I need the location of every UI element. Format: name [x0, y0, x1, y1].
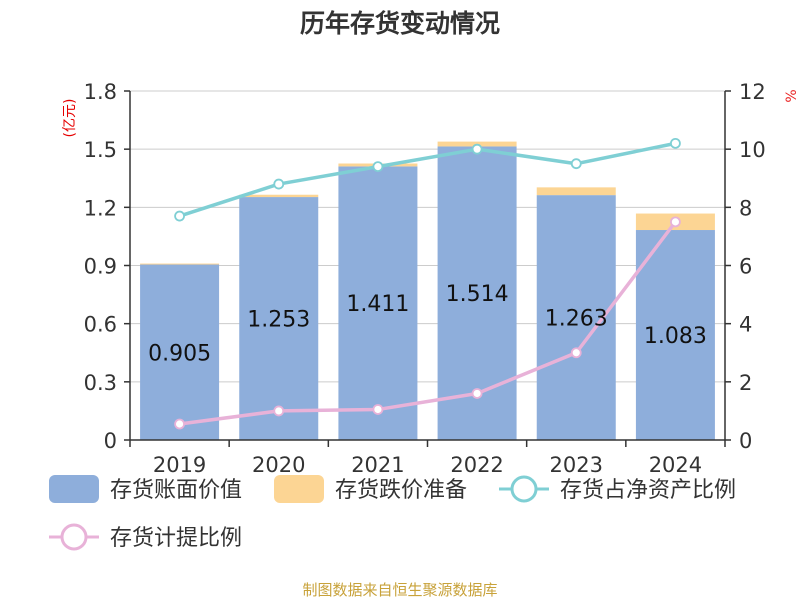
legend-label-provision-ratio: 存货计提比例: [110, 526, 242, 551]
point-net-asset-ratio[interactable]: [372, 161, 384, 173]
point-provision-ratio[interactable]: [570, 347, 582, 359]
right-axis-tick-label: 0: [739, 429, 752, 453]
right-axis-tick-label: 10: [739, 138, 766, 162]
x-axis-tick-label: 2019: [153, 453, 206, 477]
x-axis-tick-label: 2022: [450, 453, 503, 477]
left-axis-tick-label: 0: [104, 429, 117, 453]
point-net-asset-ratio[interactable]: [174, 210, 185, 222]
right-axis-tick-label: 12: [739, 80, 766, 104]
bar-book-value[interactable]: [140, 264, 220, 440]
point-net-asset-ratio[interactable]: [670, 137, 681, 149]
left-axis-tick-label: 1.5: [84, 138, 117, 162]
point-net-asset-ratio[interactable]: [273, 178, 285, 190]
grid-lines: [130, 90, 725, 383]
legend-label-impairment: 存货跌价准备: [335, 478, 467, 503]
legend-item-book-value[interactable]: 存货账面价值: [49, 475, 242, 503]
point-provision-ratio[interactable]: [670, 216, 681, 228]
bar-book-value[interactable]: [635, 230, 715, 440]
left-axis-tick-label: 0.9: [84, 255, 117, 279]
bar-impairment[interactable]: [140, 263, 220, 265]
x-axis-tick-label: 2023: [550, 453, 603, 477]
right-axis-unit: %: [784, 89, 800, 102]
point-provision-ratio[interactable]: [372, 404, 384, 415]
left-axis-unit: (亿元): [62, 99, 78, 138]
legend: 存货账面价值 存货跌价准备 存货占净资产比例 存货计提比例: [49, 475, 736, 551]
bar-value-label: 1.253: [247, 308, 310, 333]
point-provision-ratio[interactable]: [273, 405, 285, 417]
bar-value-label: 1.514: [446, 282, 509, 307]
left-axis-tick-label: 0.3: [84, 371, 117, 395]
series-lines: [174, 137, 681, 430]
line-provision-ratio: [179, 220, 677, 426]
line-net-asset-ratio: [179, 141, 676, 218]
bar-value-label: 1.411: [346, 292, 409, 317]
bar-value-label: 1.263: [545, 307, 608, 332]
bar-impairment[interactable]: [536, 187, 616, 196]
chart-title: 历年存货变动情况: [300, 9, 500, 38]
legend-label-book-value: 存货账面价值: [110, 478, 242, 503]
bar-value-label: 1.083: [644, 324, 707, 349]
left-axis-tick-label: 1.8: [84, 80, 117, 104]
legend-item-provision-ratio[interactable]: 存货计提比例: [49, 523, 242, 551]
legend-label-net-asset-ratio: 存货占净资产比例: [560, 478, 736, 503]
x-axis-tick-label: 2024: [649, 453, 702, 477]
left-axis-tick-label: 1.2: [84, 196, 117, 220]
x-axis-tick-label: 2021: [351, 453, 404, 477]
right-axis-tick-label: 4: [739, 313, 752, 337]
legend-item-net-asset-ratio[interactable]: 存货占净资产比例: [499, 475, 736, 503]
bar-impairment[interactable]: [239, 194, 319, 198]
legend-marker-provision-ratio: [60, 523, 88, 551]
bar-labels: 0.905 1.253 1.411 1.514 1.263 1.083: [148, 282, 707, 366]
right-axis-tick-label: 6: [739, 255, 752, 279]
legend-swatch-impairment: [274, 475, 324, 503]
x-axis-tick-label: 2020: [252, 453, 305, 477]
right-axis-tick-label: 8: [739, 196, 752, 220]
legend-marker-net-asset-ratio: [510, 475, 538, 503]
point-provision-ratio[interactable]: [471, 388, 483, 399]
left-axis-tick-label: 0.6: [84, 313, 117, 337]
bars: [140, 141, 715, 441]
right-axis-tick-label: 2: [739, 371, 752, 395]
axes: 0 0.3 0.6 0.9 1.2 1.5 1.8 0 2 4 6 8 10 12 2019 2020 2021…: [84, 80, 766, 477]
source-note: 制图数据来自恒生聚源数据库: [302, 581, 497, 599]
bar-book-value[interactable]: [239, 197, 319, 440]
bar-book-value[interactable]: [338, 166, 418, 440]
point-provision-ratio[interactable]: [174, 418, 185, 430]
point-net-asset-ratio[interactable]: [471, 143, 483, 155]
bar-value-label: 0.905: [148, 341, 211, 366]
point-net-asset-ratio[interactable]: [570, 158, 582, 170]
legend-swatch-book-value: [49, 475, 99, 503]
legend-item-impairment[interactable]: 存货跌价准备: [274, 475, 467, 503]
